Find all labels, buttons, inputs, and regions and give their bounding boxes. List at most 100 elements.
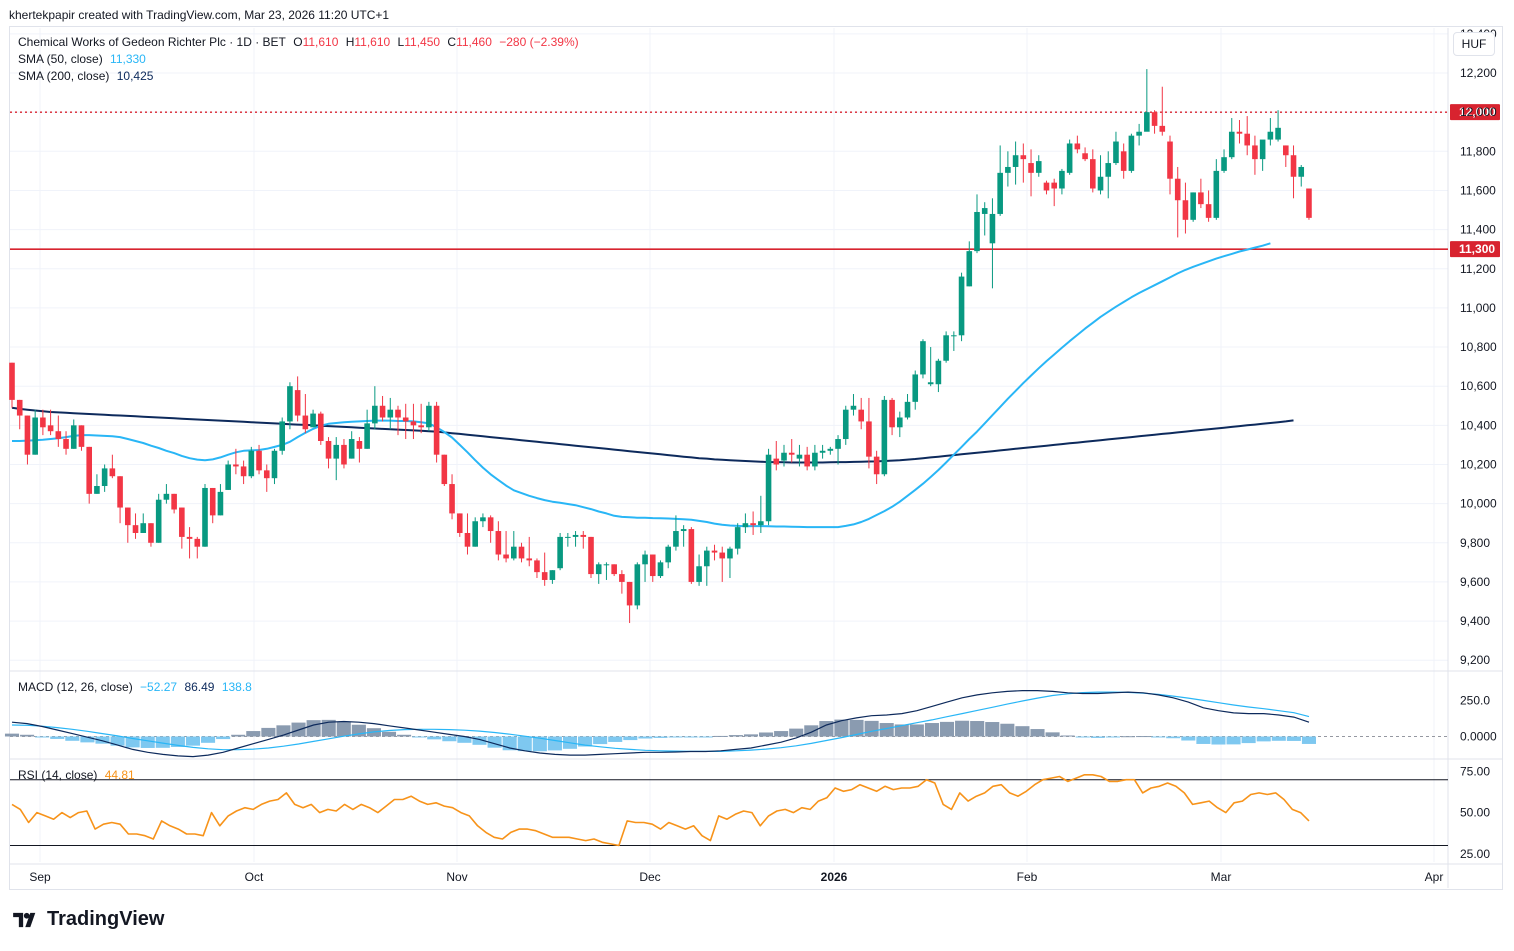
macd-legend[interactable]: MACD (12, 26, close) −52.27 86.49 138.8 xyxy=(18,680,256,694)
low-value: 11,450 xyxy=(404,35,441,49)
candle-body xyxy=(456,513,463,533)
candle-body xyxy=(1028,163,1034,173)
macd-line-path xyxy=(11,689,1310,758)
level-tag xyxy=(1450,104,1500,121)
candle-body xyxy=(294,390,301,416)
candle-body xyxy=(657,562,664,577)
macd-histogram-bar xyxy=(1166,736,1181,739)
ohlc-high: H11,610 xyxy=(346,35,394,49)
candle-body xyxy=(827,448,834,451)
macd-histogram-bar xyxy=(472,736,487,745)
candle-body xyxy=(464,532,471,547)
macd-histogram-bar xyxy=(261,727,276,737)
candle-body xyxy=(94,486,100,494)
macd-histogram-bar xyxy=(306,720,321,737)
macd-histogram-bar xyxy=(713,735,728,737)
candle-body xyxy=(1236,131,1243,134)
candle-body xyxy=(1012,155,1019,167)
candle-body xyxy=(132,525,139,533)
macd-histogram-bar xyxy=(1105,736,1120,738)
price-tick-label: 11,200 xyxy=(1460,262,1496,276)
rsi-legend[interactable]: RSI (14, close) 44.81 xyxy=(18,768,139,782)
candle-body xyxy=(24,415,31,455)
candle-body xyxy=(186,536,193,539)
macd-histogram-bar xyxy=(487,736,502,748)
close-value: 11,460 xyxy=(456,35,492,49)
candle-body xyxy=(171,493,177,510)
currency-button[interactable]: HUF xyxy=(1453,32,1495,56)
macd-histogram-bar xyxy=(412,736,427,738)
candle-body xyxy=(696,566,702,582)
candle-body xyxy=(1205,204,1212,218)
candle-body xyxy=(1035,161,1042,173)
rsi-pane: 75.00 50.00 25.00 xyxy=(10,765,1490,861)
price-tick-label: 9,600 xyxy=(1460,575,1490,589)
candle-body xyxy=(1221,157,1227,171)
high-value: 11,610 xyxy=(354,35,391,49)
candle-body xyxy=(858,409,864,422)
candle-body xyxy=(1174,178,1181,201)
candle-body xyxy=(1167,141,1173,179)
candle-body xyxy=(441,454,448,485)
candle-body xyxy=(125,507,131,526)
candle-body xyxy=(109,468,116,477)
price-tick-label: 10,400 xyxy=(1460,418,1497,432)
candle-body xyxy=(86,446,92,494)
candle-body xyxy=(788,452,795,455)
macd-histogram-bar xyxy=(170,736,185,747)
candle-body xyxy=(835,439,841,449)
candle-body xyxy=(1144,112,1150,132)
price-tick-label: 9,800 xyxy=(1460,536,1490,550)
candle-body xyxy=(495,531,502,555)
candle-body xyxy=(379,405,386,418)
candle-body xyxy=(217,491,224,516)
macd-tick-label: 250.0 xyxy=(1460,694,1490,708)
macd-histogram-bar xyxy=(231,734,246,737)
candle-body xyxy=(742,523,749,528)
candle-body xyxy=(989,213,996,244)
candle-body xyxy=(927,382,934,385)
candle-body xyxy=(850,405,857,410)
candle-body xyxy=(619,574,625,582)
sma50-legend[interactable]: SMA (50, close) 11,330 xyxy=(18,52,150,66)
candle-body xyxy=(557,536,563,569)
macd-histogram-bar xyxy=(351,724,366,737)
candle-body xyxy=(634,564,641,606)
candle-body xyxy=(155,499,162,543)
macd-histogram-bar xyxy=(321,719,336,737)
candles xyxy=(9,69,1312,624)
time-tick-label: Oct xyxy=(245,870,264,884)
rsi-tick-label: 75.00 xyxy=(1460,765,1490,779)
candle-body xyxy=(433,405,440,455)
macd-histogram-bar xyxy=(774,731,789,737)
price-tick-label: 11,000 xyxy=(1460,301,1496,315)
macd-histogram-bar xyxy=(1015,726,1030,737)
macd-line-value: 86.49 xyxy=(184,680,215,694)
candle-body xyxy=(1306,188,1312,218)
candle-body xyxy=(673,531,679,547)
candle-body xyxy=(688,529,695,582)
level-tag-label: 11,300 xyxy=(1459,242,1495,256)
macd-histogram-bar xyxy=(578,736,593,747)
price-tick-label: 10,000 xyxy=(1460,497,1497,511)
macd-hist-value: −52.27 xyxy=(140,680,178,694)
macd-histogram-bar xyxy=(623,736,638,741)
symbol-name[interactable]: Chemical Works of Gedeon Richter Plc · 1… xyxy=(18,35,286,49)
candle-body xyxy=(912,374,919,402)
candle-body xyxy=(1005,166,1011,173)
rsi-label: RSI (14, close) xyxy=(18,768,98,782)
price-tick-label: 10,600 xyxy=(1460,379,1497,393)
tradingview-logo-icon xyxy=(13,912,36,927)
sma50-line xyxy=(12,242,1271,529)
time-axis: Sep Oct Nov Dec 2026 Feb Mar Apr xyxy=(10,863,1503,884)
time-tick-label: Nov xyxy=(446,870,467,884)
macd-histogram-bar xyxy=(1301,736,1317,744)
chart-frame xyxy=(9,26,1503,890)
macd-histogram-bar xyxy=(1045,732,1060,737)
sma200-legend[interactable]: SMA (200, close) 10,425 xyxy=(18,69,157,83)
candle-body xyxy=(1151,112,1158,126)
candle-body xyxy=(881,399,888,475)
price-tick-label: 9,400 xyxy=(1460,614,1490,628)
macd-histogram-bar xyxy=(216,736,231,740)
